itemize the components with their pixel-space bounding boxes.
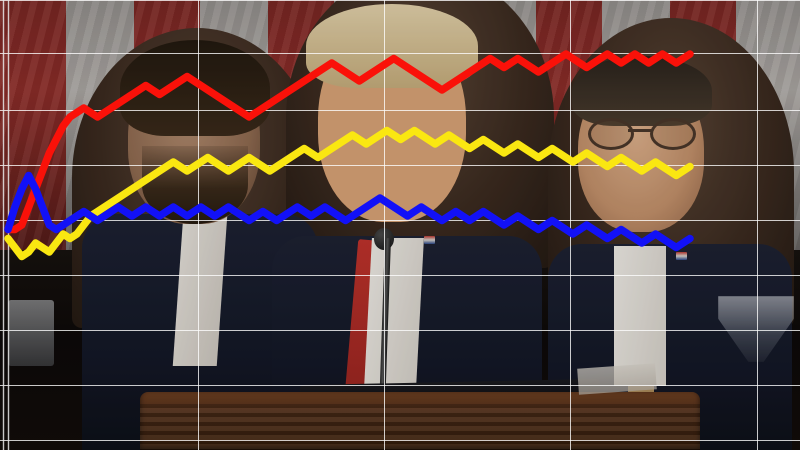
bridge: [628, 129, 652, 132]
hair: [306, 4, 478, 88]
series-line-2[interactable]: [4, 126, 694, 261]
hair: [572, 56, 712, 126]
dress-shirt: [614, 246, 666, 386]
water-tumbler: [8, 300, 54, 366]
series-line-1[interactable]: [4, 50, 694, 234]
lens-right: [650, 118, 696, 150]
flag-lapel-pin: [424, 236, 435, 244]
eyeglasses: [588, 118, 696, 150]
series-line-3[interactable]: [4, 171, 694, 252]
lens-left: [588, 118, 634, 150]
data-series-group: [4, 50, 694, 261]
vertical-gridlines: [198, 0, 758, 450]
flag-lapel-pin: [676, 252, 687, 260]
